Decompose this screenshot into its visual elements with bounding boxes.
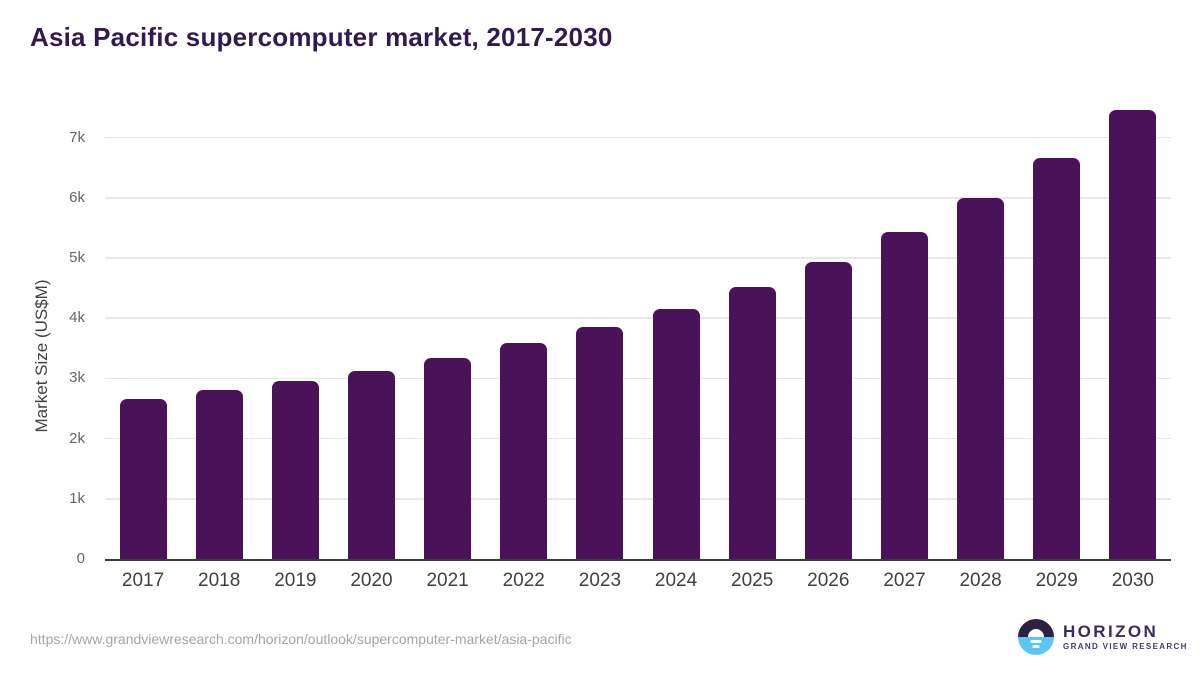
bar-2024 [652,308,700,559]
x-tick-2021: 2021 [426,570,469,591]
x-tick-2022: 2022 [502,570,545,591]
sun-reflection-line [1032,645,1040,648]
plot-area: 0 1k 2k 3k 4k 5k 6k 7k [69,100,1171,567]
bar-2030 [1109,109,1157,559]
bar-2029 [1033,158,1081,559]
y-tick-1k: 1k [69,489,85,507]
gridline-2k [105,437,1171,440]
gridline-3k [105,377,1171,380]
bar-2020 [347,371,395,559]
gridline-5k [105,257,1171,259]
x-tick-2019: 2019 [274,570,317,591]
y-tick-7k: 7k [69,128,85,146]
sun-reflection-line [1030,640,1042,643]
sun-dome-shape [1028,629,1044,637]
bar-2023 [576,327,624,559]
x-tick-2030: 2030 [1111,570,1155,591]
bar-2027 [880,231,928,559]
logo-subtitle: GRAND VIEW RESEARCH [1063,642,1188,651]
logo-text-block: HORIZON GRAND VIEW RESEARCH [1063,623,1188,651]
x-tick-2028: 2028 [959,570,1002,591]
y-tick-5k: 5k [69,249,85,266]
y-tick-3k: 3k [69,369,85,387]
chart-title: Asia Pacific supercomputer market, 2017-… [30,22,613,52]
gridline-6k [105,197,1171,199]
bar-2017 [119,398,167,559]
x-tick-2025: 2025 [731,570,774,591]
logo-wordmark: HORIZON [1063,622,1159,641]
y-tick-2k: 2k [69,429,85,447]
x-tick-2023: 2023 [578,570,622,591]
x-tick-2020: 2020 [350,570,393,591]
bar-2018 [195,389,243,559]
x-tick-2017: 2017 [121,570,165,591]
bar-2025 [728,286,776,559]
y-tick-4k: 4k [69,309,85,327]
x-tick-2026: 2026 [807,570,850,591]
x-axis-labels: 2017 2018 2019 2020 2021 2022 2023 2024 2025 2026… [105,570,1171,596]
gridline-1k [105,498,1171,500]
y-axis-title: Market Size (US$M) [32,279,51,433]
x-tick-2027: 2027 [883,570,926,591]
source-url: https://www.grandviewresearch.com/horizo… [30,631,572,647]
y-tick-0: 0 [76,550,85,567]
gridline-7k [105,136,1171,139]
bar-2028 [957,197,1005,559]
y-tick-6k: 6k [69,188,85,206]
gridline-4k [105,317,1171,319]
bar-2026 [804,261,852,559]
x-tick-2029: 2029 [1035,570,1078,591]
bar-2021 [424,357,472,559]
x-tick-2018: 2018 [198,570,241,591]
x-tick-2024: 2024 [654,570,698,591]
horizon-sunrise-icon [1018,619,1054,655]
bar-2022 [500,343,548,559]
horizon-logo: HORIZON GRAND VIEW RESEARCH [1018,619,1188,655]
bar-2019 [271,380,319,559]
